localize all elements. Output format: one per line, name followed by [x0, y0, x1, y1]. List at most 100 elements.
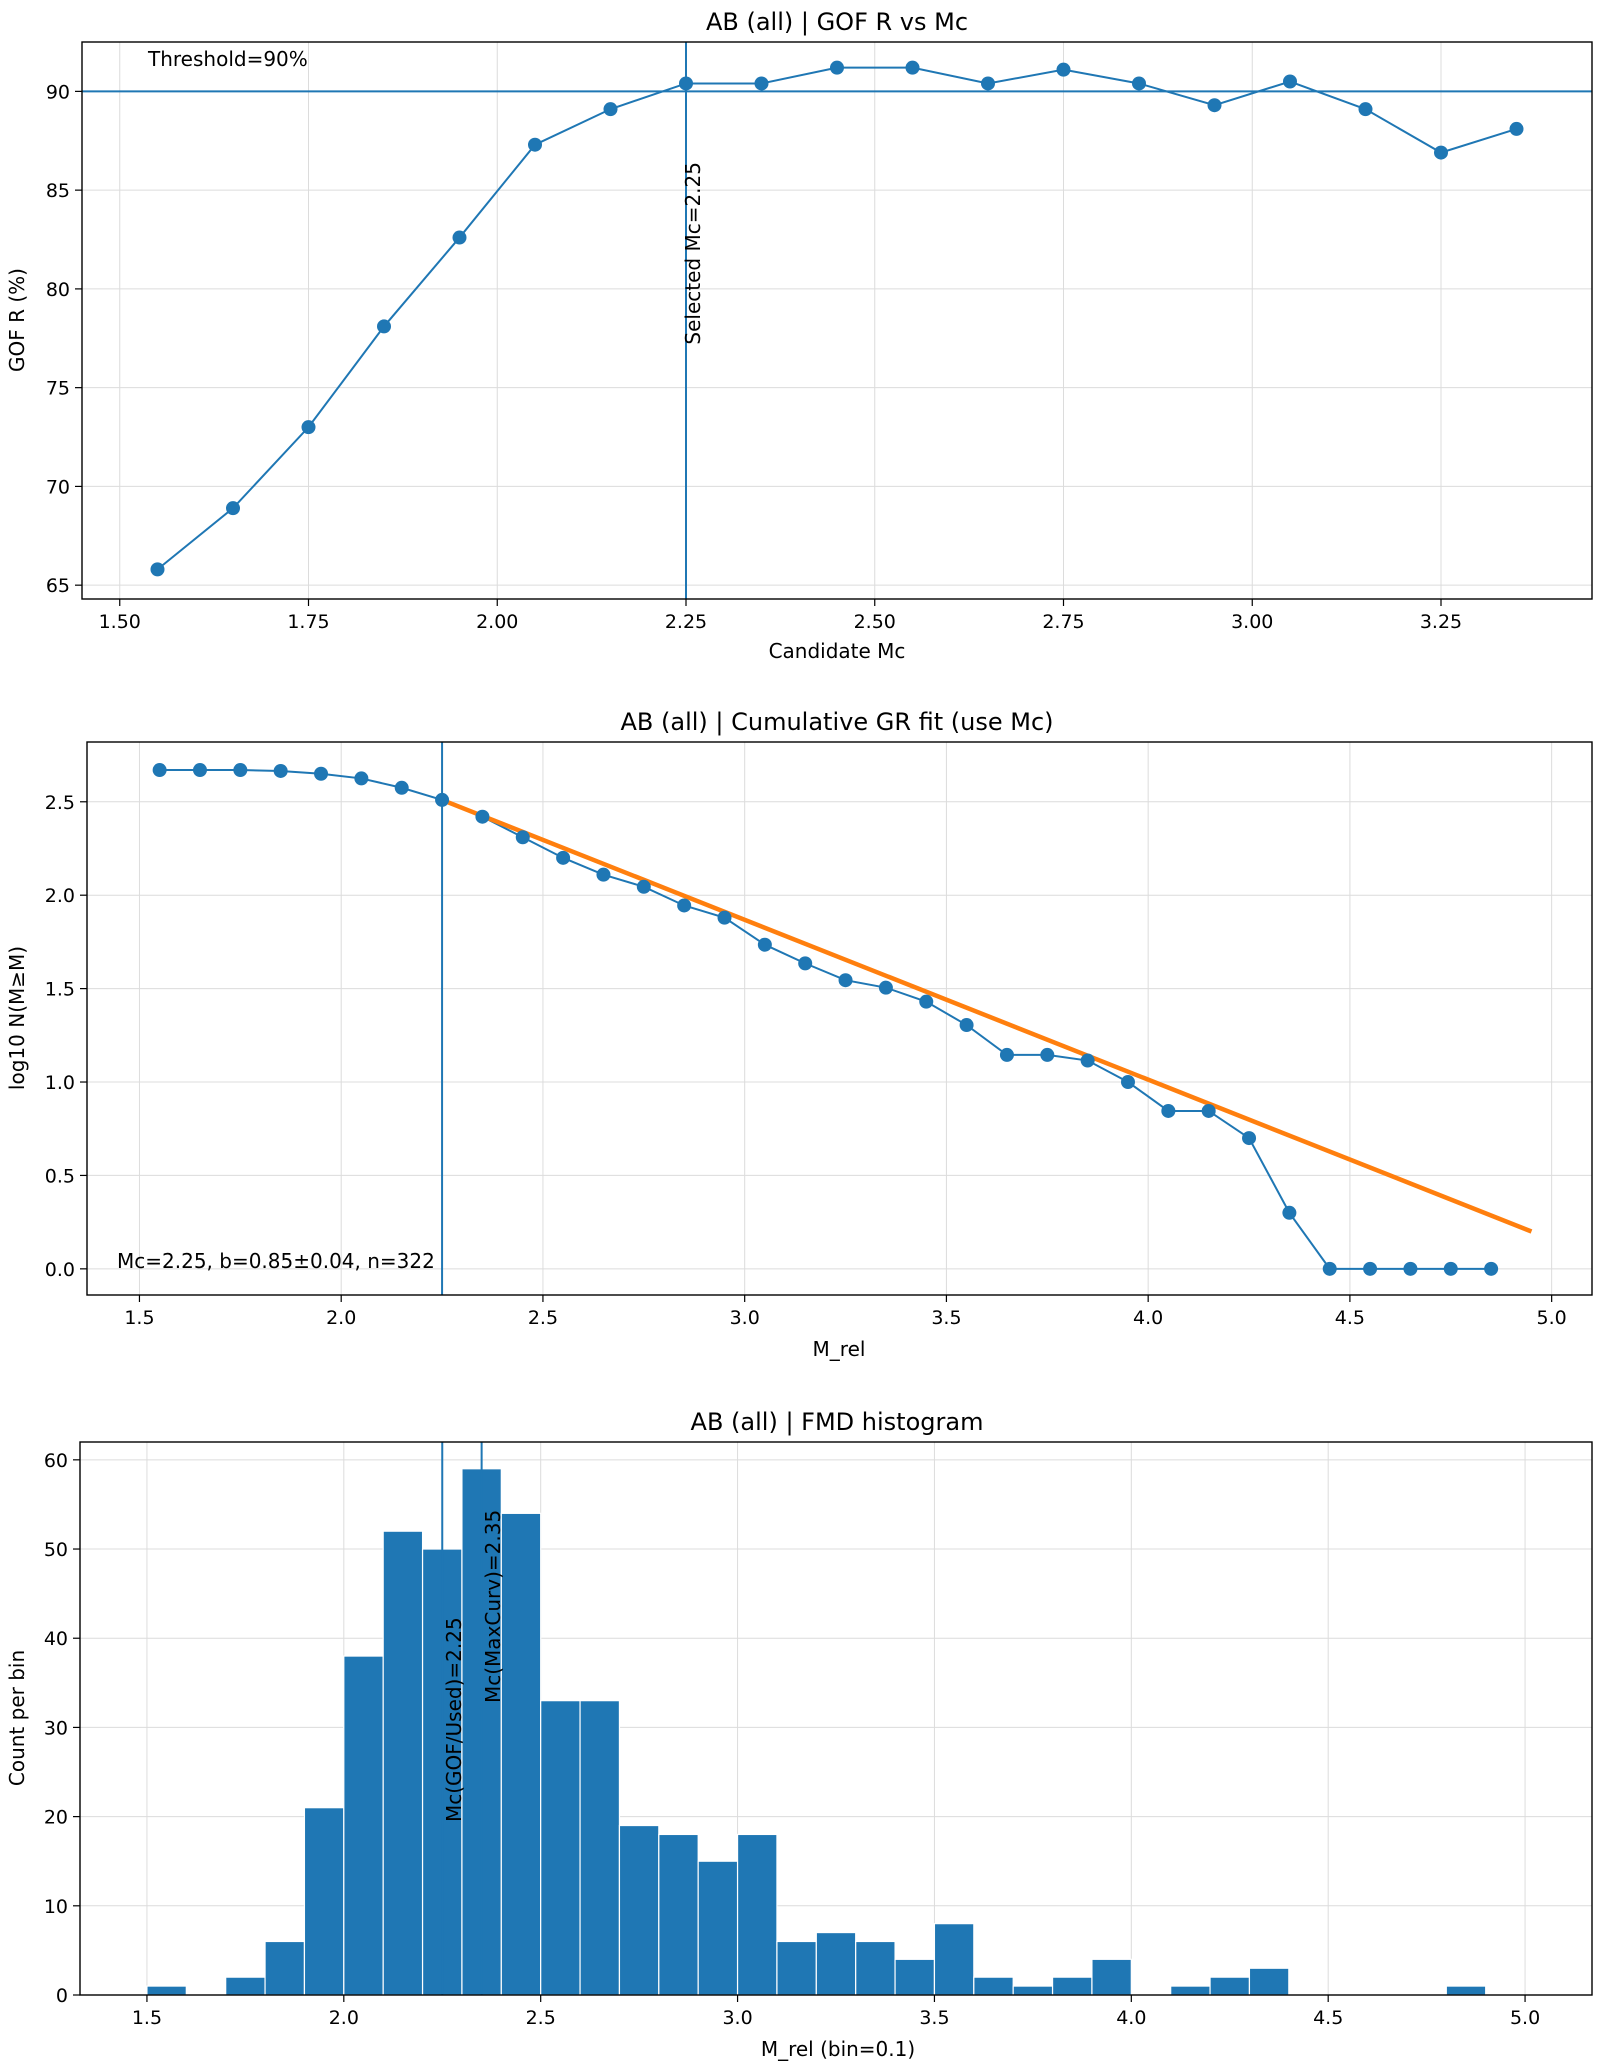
histogram-bar: [1209, 1976, 1251, 1996]
data-point: [1282, 1205, 1297, 1220]
data-point: [435, 792, 450, 807]
data-point: [152, 763, 167, 778]
data-point: [677, 898, 692, 913]
data-point: [1242, 1131, 1257, 1146]
x-tick-label: 5.0: [1510, 2007, 1540, 2029]
data-point: [556, 850, 571, 865]
histogram-bar: [618, 1824, 660, 1996]
histogram-bar: [303, 1807, 345, 1996]
x-tick-label: 1.50: [99, 611, 141, 633]
data-point: [1207, 98, 1222, 113]
histogram-bar: [1445, 1985, 1487, 1996]
data-point: [757, 937, 772, 952]
fmd-y-axis-label: Count per bin: [5, 1650, 29, 1786]
histogram-bar: [736, 1833, 778, 1996]
data-point: [1283, 74, 1297, 89]
y-tick-label: 2.5: [45, 792, 75, 814]
y-tick-label: 50: [44, 1539, 68, 1561]
x-tick-label: 2.00: [476, 611, 518, 633]
data-point: [798, 956, 813, 971]
histogram-bar: [264, 1940, 306, 1996]
data-point: [878, 980, 893, 995]
y-tick-label: 0.5: [45, 1165, 75, 1187]
fmd-panel: 1.5 2.0 2.5 3.0 3.5 4.0 4.5 5.0 0 10 20 30 40 50 60 AB…: [5, 1408, 1593, 2061]
selected-mc-annotation: Selected Mc=2.25: [681, 162, 705, 345]
x-tick-label: 1.5: [124, 1307, 154, 1329]
y-tick-label: 70: [46, 476, 70, 498]
data-point: [1120, 1075, 1135, 1090]
gof-x-axis-label: Candidate Mc: [769, 639, 906, 663]
gr-fit-line: [441, 797, 1533, 1234]
data-point: [1358, 102, 1373, 117]
x-tick-label: 2.75: [1042, 611, 1084, 633]
x-tick-label: 2.0: [326, 1307, 356, 1329]
data-point: [1132, 76, 1146, 91]
histogram-bar: [579, 1700, 621, 1996]
data-point: [959, 1018, 974, 1033]
data-point: [354, 771, 369, 786]
data-point: [394, 780, 409, 795]
series-line: [159, 769, 1492, 1270]
histogram-bar: [697, 1860, 739, 1996]
x-tick-label: 2.5: [528, 1307, 558, 1329]
x-tick-label: 5.0: [1537, 1307, 1567, 1329]
y-tick-label: 30: [44, 1717, 68, 1739]
data-point: [1161, 1103, 1176, 1118]
data-point: [838, 973, 853, 988]
y-tick-label: 0.0: [45, 1259, 75, 1281]
y-tick-label: 85: [46, 180, 70, 202]
gr-y-axis-label: log10 N(M≥M): [5, 946, 29, 1090]
y-tick-label: 80: [46, 279, 70, 301]
gof-y-axis-label: GOF R (%): [5, 268, 29, 372]
y-tick-label: 10: [44, 1896, 68, 1918]
data-point: [919, 994, 934, 1009]
data-point: [754, 76, 769, 91]
histogram-bar: [776, 1940, 817, 1996]
data-point: [314, 766, 329, 781]
data-point: [1201, 1103, 1216, 1118]
histogram-bar: [933, 1923, 975, 1996]
mc-gof-used-label: Mc(GOF/Used)=2.25: [442, 1617, 466, 1822]
data-point: [679, 76, 693, 91]
x-tick-label: 4.5: [1335, 1307, 1365, 1329]
data-point: [1443, 1261, 1458, 1276]
data-point: [192, 763, 207, 778]
threshold-annotation: Threshold=90%: [147, 47, 308, 71]
y-tick-label: 60: [44, 1450, 68, 1472]
data-point: [1322, 1261, 1337, 1276]
data-point: [999, 1047, 1014, 1062]
x-tick-label: 1.5: [132, 2007, 162, 2029]
data-point: [1040, 1047, 1055, 1062]
x-tick-label: 4.0: [1116, 2007, 1146, 2029]
fmd-chart-title: AB (all) | FMD histogram: [691, 1408, 984, 1436]
histogram-bar: [1170, 1985, 1211, 1996]
x-tick-label: 3.0: [722, 2007, 752, 2029]
x-tick-label: 2.50: [854, 611, 896, 633]
data-point: [1080, 1053, 1095, 1068]
gr-stats-annotation: Mc=2.25, b=0.85±0.04, n=322: [117, 1249, 435, 1273]
histogram-bar: [855, 1940, 896, 1996]
data-point: [981, 76, 995, 91]
histogram-bar: [1091, 1958, 1132, 1996]
histogram-bar: [1248, 1967, 1290, 1996]
data-point: [475, 809, 490, 824]
data-point: [515, 830, 530, 845]
fmd-x-axis-label: M_rel (bin=0.1): [761, 2037, 915, 2061]
y-tick-label: 1.5: [45, 979, 75, 1001]
histogram-bar: [382, 1530, 424, 1996]
data-point: [636, 879, 651, 894]
data-point: [377, 319, 391, 334]
gr-x-axis-label: M_rel: [813, 1337, 866, 1361]
y-tick-label: 1.0: [45, 1072, 75, 1094]
histogram-bar: [500, 1512, 542, 1996]
histogram-bar: [658, 1833, 699, 1996]
y-tick-label: 0: [56, 1985, 68, 2007]
data-point: [905, 60, 920, 75]
data-point: [226, 501, 240, 516]
gr-plot-frame: [86, 741, 1593, 1296]
x-tick-label: 2.25: [665, 611, 707, 633]
histogram-bar: [894, 1958, 936, 1996]
x-tick-label: 2.0: [329, 2007, 359, 2029]
histogram-bar: [225, 1976, 266, 1996]
data-point: [596, 867, 611, 882]
